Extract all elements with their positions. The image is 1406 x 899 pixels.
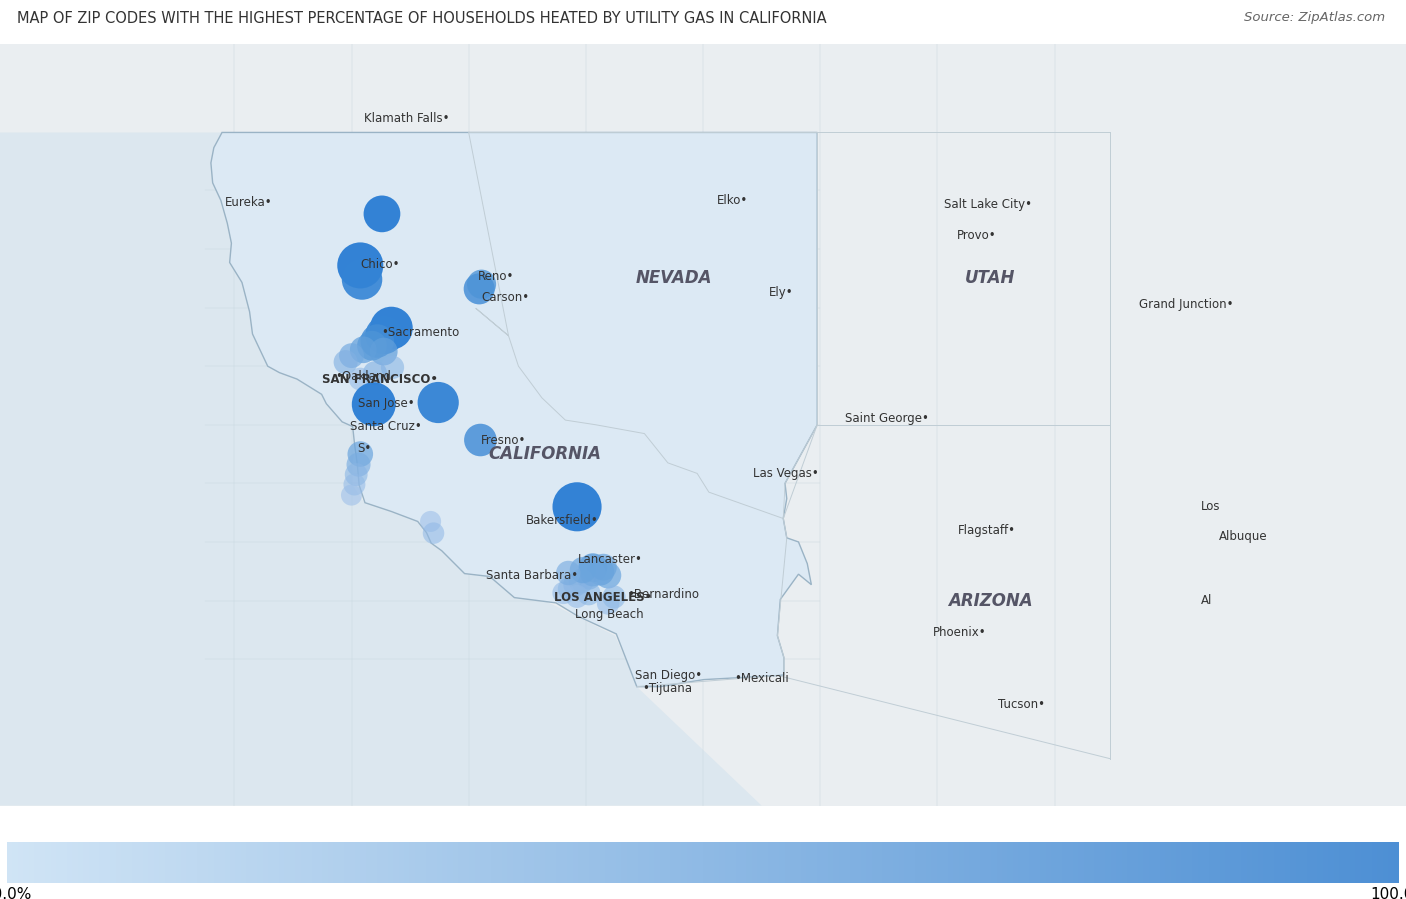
Point xyxy=(349,447,371,461)
Point xyxy=(352,343,374,357)
Point xyxy=(349,372,371,387)
Point xyxy=(347,458,370,472)
Point xyxy=(471,277,494,291)
Point xyxy=(470,432,492,447)
Point xyxy=(366,334,388,348)
Point xyxy=(361,339,384,353)
Text: UTAH: UTAH xyxy=(965,270,1015,288)
Text: •Bernardino: •Bernardino xyxy=(627,588,699,601)
Point xyxy=(364,366,387,380)
Polygon shape xyxy=(211,132,817,687)
Point xyxy=(582,566,605,581)
Text: Phoenix•: Phoenix• xyxy=(934,627,987,639)
Text: Elko•: Elko• xyxy=(717,194,748,207)
Point xyxy=(373,328,395,343)
Point xyxy=(340,488,363,503)
Text: ARIZONA: ARIZONA xyxy=(948,592,1032,610)
Point xyxy=(564,577,586,592)
Point xyxy=(381,360,404,375)
Point xyxy=(427,396,450,410)
Text: Saint George•: Saint George• xyxy=(845,413,928,425)
Text: •Oakland: •Oakland xyxy=(336,369,391,383)
Text: Source: ZipAtlas.com: Source: ZipAtlas.com xyxy=(1244,11,1385,23)
Text: Grand Junction•: Grand Junction• xyxy=(1139,298,1234,310)
Text: Reno•: Reno• xyxy=(478,270,513,283)
Point xyxy=(565,589,588,603)
Point xyxy=(592,560,614,574)
Point xyxy=(558,582,581,596)
Point xyxy=(352,272,374,287)
Point xyxy=(373,344,395,359)
Point xyxy=(596,568,619,583)
Point xyxy=(578,570,600,584)
Text: Los: Los xyxy=(1201,501,1220,513)
Point xyxy=(596,596,619,610)
Point xyxy=(380,321,402,335)
Point xyxy=(557,565,579,580)
Text: •Sacramento: •Sacramento xyxy=(381,325,458,339)
Text: Lancaster•: Lancaster• xyxy=(578,553,643,566)
Point xyxy=(344,467,367,482)
Text: San Diego•: San Diego• xyxy=(636,669,702,682)
Point xyxy=(589,565,612,579)
Text: •Mexicali: •Mexicali xyxy=(734,672,789,685)
Text: MAP OF ZIP CODES WITH THE HIGHEST PERCENTAGE OF HOUSEHOLDS HEATED BY UTILITY GAS: MAP OF ZIP CODES WITH THE HIGHEST PERCEN… xyxy=(17,11,827,26)
Point xyxy=(363,397,385,412)
Point xyxy=(340,349,363,363)
Polygon shape xyxy=(0,132,762,806)
Text: Klamath Falls•: Klamath Falls• xyxy=(364,112,450,126)
Point xyxy=(335,355,357,369)
Text: •Tijuana: •Tijuana xyxy=(643,682,692,695)
Point xyxy=(578,586,600,601)
Text: Carson•: Carson• xyxy=(482,291,530,304)
Text: LOS ANGELES•: LOS ANGELES• xyxy=(554,592,652,604)
Text: Santa Barbara•: Santa Barbara• xyxy=(486,569,578,583)
Text: Chico•: Chico• xyxy=(361,258,401,271)
Point xyxy=(582,561,605,575)
Point xyxy=(468,281,491,296)
Text: Salt Lake City•: Salt Lake City• xyxy=(943,198,1032,211)
Text: SAN FRANCISCO•: SAN FRANCISCO• xyxy=(322,373,439,387)
Text: Las Vegas•: Las Vegas• xyxy=(754,467,820,480)
Text: Provo•: Provo• xyxy=(957,229,997,242)
Point xyxy=(569,574,592,588)
Text: Long Beach: Long Beach xyxy=(575,608,644,620)
Point xyxy=(553,586,575,601)
Text: Albuque: Albuque xyxy=(1219,530,1267,543)
Text: Ely•: Ely• xyxy=(769,287,793,299)
Point xyxy=(343,477,366,492)
Text: NEVADA: NEVADA xyxy=(636,270,711,288)
Text: Santa Cruz•: Santa Cruz• xyxy=(350,420,422,433)
Text: Tucson•: Tucson• xyxy=(998,699,1045,711)
Point xyxy=(565,500,588,514)
Text: Fresno•: Fresno• xyxy=(481,433,526,447)
Text: CALIFORNIA: CALIFORNIA xyxy=(488,445,602,463)
Point xyxy=(572,563,595,577)
Point xyxy=(419,514,441,529)
Text: San Jose•: San Jose• xyxy=(359,397,415,410)
Text: Eureka•: Eureka• xyxy=(225,196,273,209)
Text: Bakersfield•: Bakersfield• xyxy=(526,513,599,527)
Point xyxy=(371,207,394,221)
Text: S•: S• xyxy=(357,441,371,455)
Point xyxy=(603,590,626,604)
Point xyxy=(422,526,444,540)
Text: Flagstaff•: Flagstaff• xyxy=(957,524,1017,537)
Point xyxy=(349,258,371,272)
Text: Al: Al xyxy=(1201,594,1212,607)
